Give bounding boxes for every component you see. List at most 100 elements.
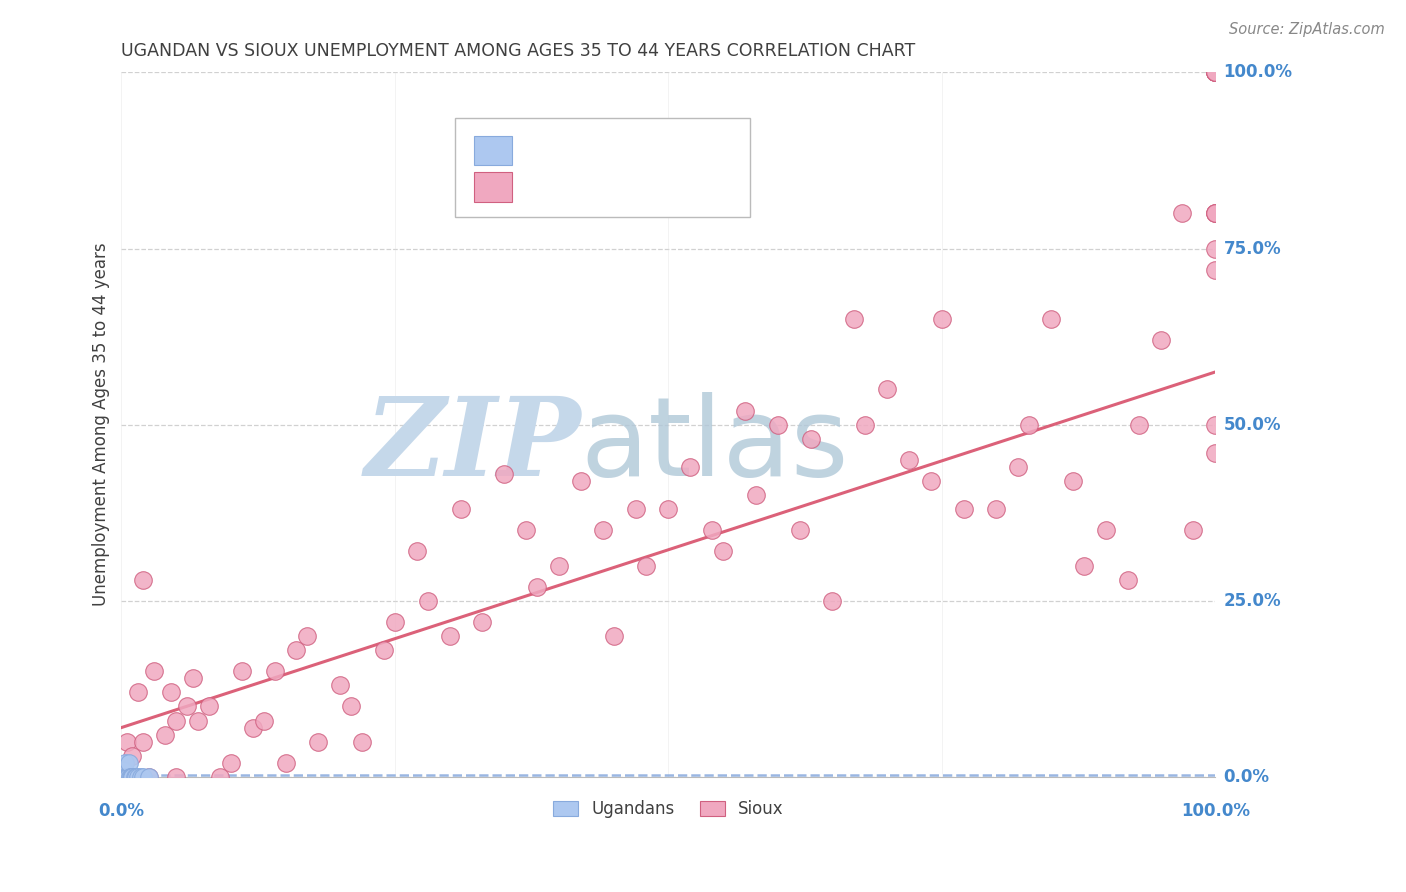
Point [112,770,135,784]
Point [329,678,352,692]
Point [1204,65,1226,79]
Point [153,728,176,742]
Point [112,763,135,777]
Point [898,453,921,467]
Point [121,770,143,784]
Point [1204,65,1226,79]
Point [986,502,1008,516]
Legend: Ugandans, Sioux: Ugandans, Sioux [547,794,790,825]
Point [121,748,143,763]
Point [253,714,276,728]
Text: R =    0.612   N = 87: R = 0.612 N = 87 [523,178,725,196]
Point [114,770,136,784]
Point [120,770,142,784]
Point [115,734,138,748]
Point [766,417,789,432]
Point [931,312,953,326]
Point [115,770,138,784]
Point [114,770,136,784]
Point [1040,312,1063,326]
Point [405,544,427,558]
Point [526,580,548,594]
Point [1204,65,1226,79]
Point [110,770,132,784]
Point [439,629,461,643]
Point [111,770,134,784]
Point [876,383,898,397]
Point [111,770,134,784]
Text: 25.0%: 25.0% [1223,591,1281,610]
Point [110,770,132,784]
Point [111,770,134,784]
Point [115,770,138,784]
Point [132,734,155,748]
Point [515,524,537,538]
Point [548,558,571,573]
Point [1171,206,1194,220]
Point [114,770,136,784]
Point [1073,558,1095,573]
Point [1182,524,1205,538]
Point [711,544,734,558]
Point [920,474,942,488]
Point [1204,65,1226,79]
Point [132,573,155,587]
Text: 0.0%: 0.0% [98,802,145,820]
Text: 0.0%: 0.0% [1223,768,1270,786]
FancyBboxPatch shape [456,119,751,217]
Point [307,734,329,748]
Text: atlas: atlas [581,392,849,500]
Point [1204,242,1226,256]
Point [450,502,472,516]
Text: R = -0.008   N = 26: R = -0.008 N = 26 [523,142,714,160]
Point [165,714,187,728]
Point [657,502,679,516]
Point [1204,417,1226,432]
Point [636,558,658,573]
Point [115,770,138,784]
Point [373,643,395,657]
Point [416,593,439,607]
Point [853,417,876,432]
Text: 50.0%: 50.0% [1223,416,1281,434]
Text: ZIP: ZIP [364,392,581,500]
Point [1062,474,1084,488]
Point [132,770,155,784]
Point [124,770,146,784]
Point [1007,459,1029,474]
Point [242,721,264,735]
Point [1204,262,1226,277]
Point [127,685,149,699]
FancyBboxPatch shape [474,172,512,202]
Point [198,699,221,714]
Point [1204,65,1226,79]
Point [789,524,811,538]
Text: UGANDAN VS SIOUX UNEMPLOYMENT AMONG AGES 35 TO 44 YEARS CORRELATION CHART: UGANDAN VS SIOUX UNEMPLOYMENT AMONG AGES… [121,42,915,60]
Point [1204,65,1226,79]
Point [121,770,143,784]
Point [138,770,160,784]
Point [624,502,647,516]
Point [1095,524,1118,538]
Point [1116,573,1139,587]
Point [120,770,142,784]
Point [118,756,141,770]
Point [143,664,166,678]
Point [352,734,374,748]
Point [1128,417,1150,432]
Point [1204,206,1226,220]
Text: 75.0%: 75.0% [1223,240,1281,258]
Text: 100.0%: 100.0% [1223,63,1292,81]
Point [124,770,146,784]
Point [384,615,406,629]
Point [1204,206,1226,220]
Point [799,432,821,446]
Point [471,615,494,629]
Point [114,756,136,770]
Point [1204,446,1226,460]
Point [187,714,209,728]
Point [263,664,285,678]
Point [274,756,297,770]
Point [679,459,702,474]
Point [231,664,253,678]
